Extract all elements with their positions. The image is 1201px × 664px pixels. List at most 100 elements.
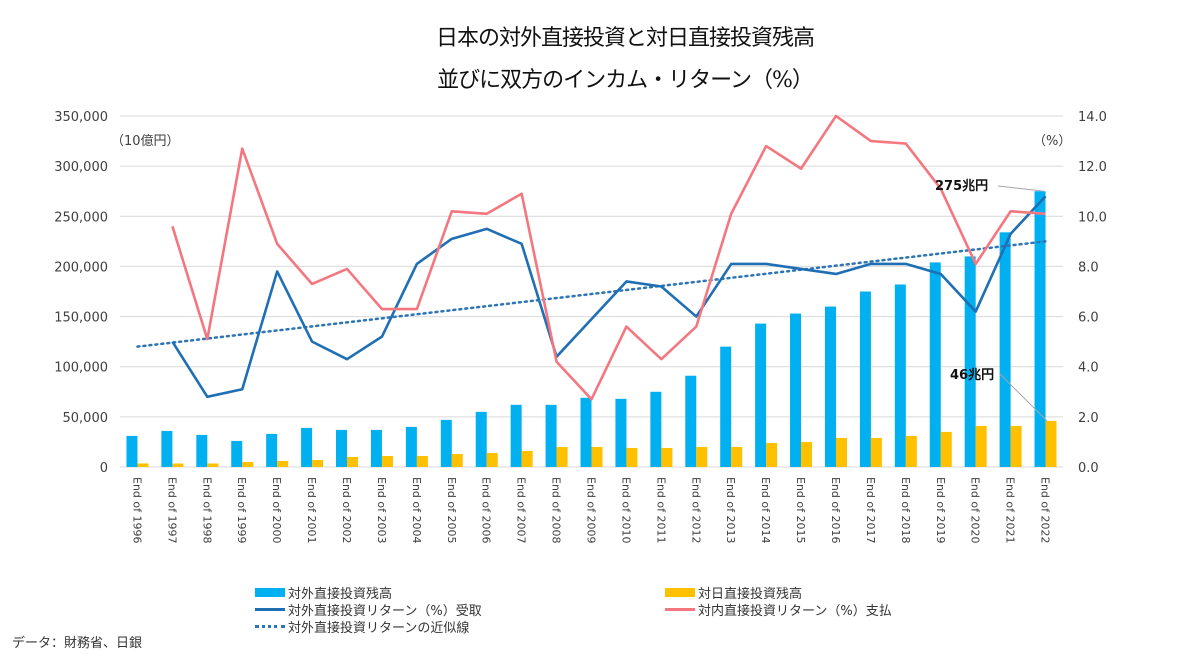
trendline-outward-return (136, 240, 1047, 348)
right-axis-tick-label: 6.0 (1078, 311, 1099, 326)
bar-outward-stock (196, 434, 208, 467)
bar-inward-stock (312, 459, 324, 467)
bar-outward-stock (615, 398, 627, 467)
x-axis-tick-label: End of 2016 (829, 477, 842, 544)
bar-inward-stock (242, 461, 254, 467)
bar-inward-stock (172, 463, 184, 467)
bar-outward-stock (370, 429, 382, 467)
x-axis-tick-label: End of 2000 (270, 477, 283, 544)
left-axis-tick-label: 0 (100, 461, 108, 476)
legend-swatch-yellow-bar (665, 588, 695, 597)
bar-inward-stock (940, 431, 952, 467)
left-axis-tick-label: 150,000 (54, 311, 108, 326)
left-axis-tick-label: 350,000 (54, 110, 108, 125)
bar-inward-stock (766, 442, 778, 467)
bar-inward-stock (975, 425, 987, 467)
bar-inward-stock (381, 455, 393, 467)
bar-outward-stock (301, 427, 313, 467)
x-axis-tick-label: End of 2013 (724, 477, 737, 544)
right-axis-tick-label: 2.0 (1078, 411, 1099, 426)
legend-label: 対内直接投資リターン（%）支払 (698, 604, 892, 619)
legend-left: 対外直接投資残高 対外直接投資リターン（%）受取 対外直接投資リターンの近似線 (255, 584, 482, 636)
legend-item-trendline: 対外直接投資リターンの近似線 (255, 618, 482, 636)
bar-inward-stock (696, 446, 708, 467)
x-axis-tick-label: End of 2011 (654, 477, 667, 544)
bar-outward-stock (510, 404, 522, 467)
right-axis-unit: （%） (1033, 134, 1071, 149)
x-axis-tick-label: End of 2017 (864, 477, 877, 544)
left-axis-ticks: 0 50,000 100,000 150,000 200,000 250,000 300,0… (54, 110, 108, 476)
x-axis-tick-label: End of 2018 (899, 477, 912, 544)
annotation-leader-line (999, 373, 1048, 422)
x-axis-tick-label: End of 2009 (585, 477, 598, 544)
legend-item-outward-stock: 対外直接投資残高 (255, 584, 482, 602)
legend-right: 対日直接投資残高 対内直接投資リターン（%）支払 (665, 584, 892, 619)
legend-label: 対外直接投資残高 (288, 587, 393, 602)
bar-inward-stock (801, 441, 813, 467)
bar-outward-stock (405, 426, 417, 467)
bar-inward-stock (661, 447, 673, 467)
legend-label: 対日直接投資残高 (698, 587, 803, 602)
left-axis-tick-label: 50,000 (63, 411, 109, 426)
x-axis-tick-label: End of 2001 (305, 477, 318, 544)
bar-inward-stock (591, 446, 603, 467)
bar-inward-stock (870, 437, 882, 467)
bar-series (126, 191, 1057, 467)
right-axis-tick-label: 14.0 (1078, 110, 1107, 125)
bar-inward-stock (905, 435, 917, 467)
bar-outward-stock (1034, 191, 1046, 467)
bar-inward-stock (521, 450, 533, 467)
annotation-outward-total: 275兆円 (935, 178, 988, 194)
x-axis-tick-label: End of 2005 (445, 477, 458, 544)
x-axis-tick-label: End of 1997 (165, 477, 178, 544)
chart-title-line-1: 日本の対外直接投資と対日直接投資残高 (435, 26, 815, 51)
legend-item-inward-stock: 対日直接投資残高 (665, 584, 892, 602)
line-outward-return (171, 195, 1047, 399)
right-axis-tick-label: 0.0 (1078, 461, 1099, 476)
x-axis-tick-label: End of 1996 (130, 477, 143, 544)
bar-inward-stock (451, 453, 463, 467)
bar-outward-stock (720, 346, 732, 467)
x-axis-tick-label: End of 2003 (375, 477, 388, 544)
annotation-inward-total: 46兆円 (950, 367, 994, 383)
bar-inward-stock (835, 437, 847, 467)
line-series (136, 114, 1047, 401)
bar-outward-stock (755, 323, 767, 467)
bar-outward-stock (999, 232, 1011, 467)
x-axis-tick-label: End of 2014 (759, 477, 772, 544)
bar-outward-stock (440, 419, 452, 467)
annotations: 275兆円 46兆円 (935, 178, 1048, 422)
x-axis-tick-label: End of 2002 (340, 477, 353, 544)
bar-inward-stock (1010, 425, 1022, 467)
legend-swatch-dotted-line (255, 625, 285, 628)
legend-item-outward-return: 対外直接投資リターン（%）受取 (255, 601, 482, 619)
legend-label: 対外直接投資リターンの近似線 (288, 621, 470, 636)
bar-inward-stock (347, 456, 359, 467)
bar-inward-stock (626, 447, 638, 467)
line-inward-return (171, 114, 1046, 401)
x-axis-tick-label: End of 2012 (689, 477, 702, 544)
x-axis-tick-label: End of 2006 (480, 477, 493, 544)
source-note: データ：財務省、日銀 (12, 636, 143, 651)
left-axis-tick-label: 100,000 (54, 361, 108, 376)
chart-title-line-2: 並びに双方のインカム・リターン（%） (437, 68, 814, 93)
right-axis-tick-label: 8.0 (1078, 260, 1099, 275)
x-axis-tick-label: End of 2022 (1039, 477, 1052, 544)
bar-inward-stock (486, 452, 498, 467)
bar-outward-stock (790, 313, 802, 467)
bar-outward-stock (685, 375, 697, 467)
bar-outward-stock (929, 262, 941, 467)
x-axis-tick-label: End of 2007 (515, 477, 528, 544)
bar-inward-stock (137, 463, 149, 467)
x-axis-tick-label: End of 2010 (619, 477, 632, 544)
bar-outward-stock (580, 397, 592, 467)
left-axis-tick-label: 200,000 (54, 260, 108, 275)
legend-label: 対外直接投資リターン（%）受取 (288, 604, 482, 619)
bar-outward-stock (650, 391, 662, 467)
bar-outward-stock (859, 291, 871, 467)
bar-outward-stock (266, 433, 278, 467)
legend-swatch-pink-line (665, 608, 695, 611)
bar-outward-stock (545, 404, 557, 467)
x-axis-tick-label: End of 2020 (969, 477, 982, 544)
